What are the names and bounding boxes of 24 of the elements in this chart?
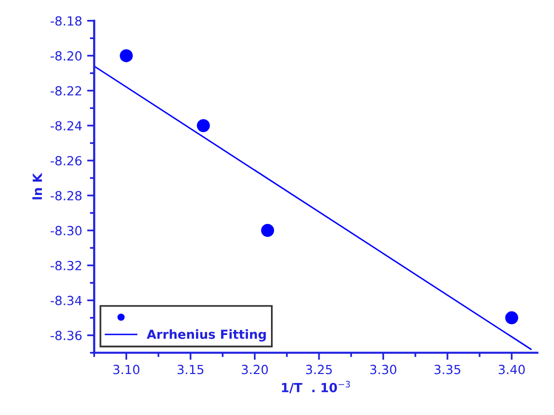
x-tick-label: 3.15 bbox=[178, 364, 204, 374]
x-tick-label: 3.30 bbox=[370, 364, 396, 374]
point bbox=[261, 224, 274, 237]
x-tick-label: 3.25 bbox=[306, 364, 332, 374]
y-tick-label: -8.20 bbox=[50, 51, 82, 61]
y-axis-title: ln K bbox=[32, 172, 42, 200]
x-tick-label: 3.10 bbox=[113, 364, 140, 374]
x-tick-label: 3.40 bbox=[498, 364, 525, 374]
point bbox=[120, 49, 133, 62]
y-tick-label: -8.24 bbox=[50, 121, 82, 131]
y-tick-label: -8.22 bbox=[50, 86, 82, 96]
point bbox=[196, 119, 210, 132]
legend-label: Arrhenius Fitting bbox=[146, 329, 266, 342]
point bbox=[505, 311, 518, 324]
x-axis-title: 1/T . 10$^{−3}$ bbox=[282, 380, 350, 394]
y-tick-label: -8.18 bbox=[50, 16, 82, 26]
y-tick-label: -8.36 bbox=[50, 330, 82, 340]
y-tick-label: -8.30 bbox=[50, 226, 82, 236]
y-tick-label: -8.26 bbox=[50, 156, 82, 166]
y-tick-label: -8.34 bbox=[50, 296, 82, 306]
y-tick-label: -8.28 bbox=[50, 190, 82, 200]
x-tick-label: 3.20 bbox=[242, 364, 268, 374]
x-tick-label: 3.35 bbox=[434, 364, 460, 374]
y-tick-label: -8.32 bbox=[50, 260, 82, 270]
